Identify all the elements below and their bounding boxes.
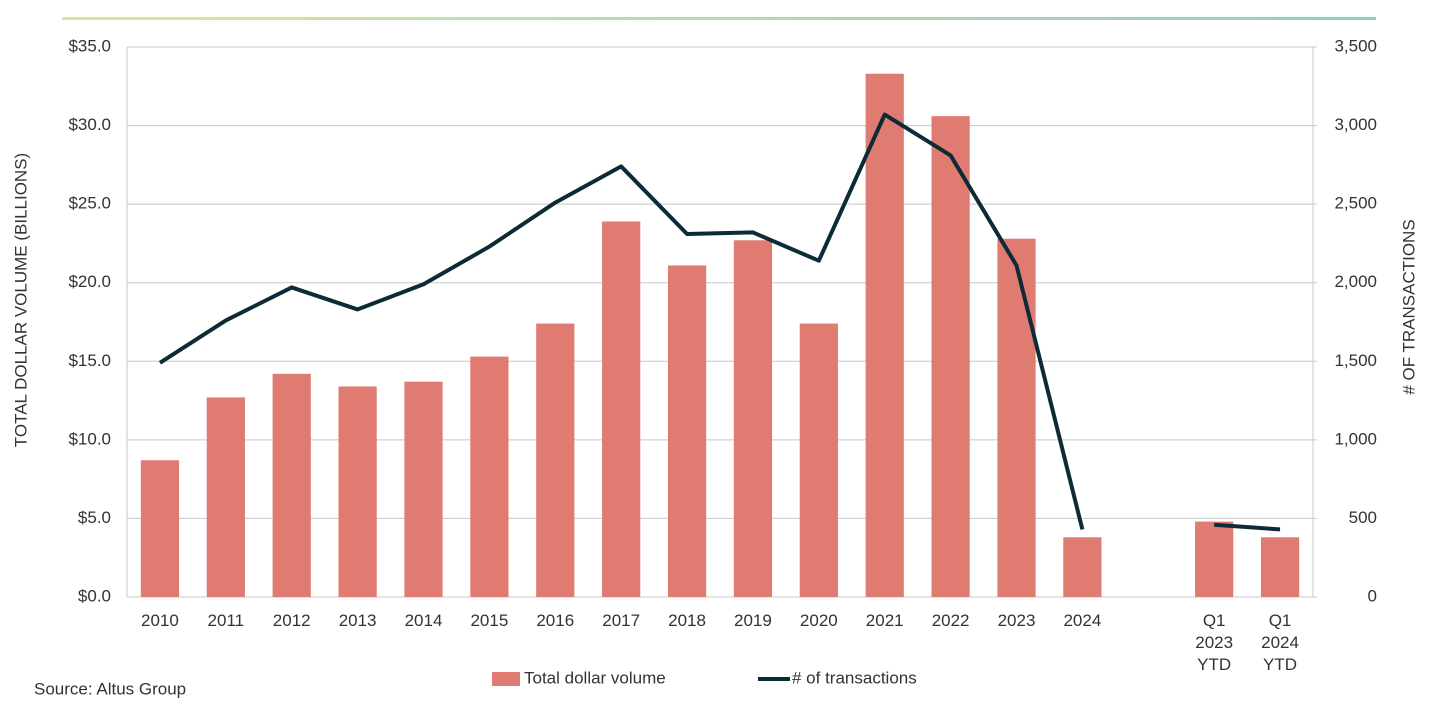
bar	[733, 240, 773, 598]
x-tick-label: 2016	[536, 611, 575, 630]
y-tick-label: $10.0	[68, 429, 111, 448]
y-tick-label: $30.0	[68, 115, 111, 134]
y-axis-title: TOTAL DOLLAR VOLUME (BILLIONS)	[11, 153, 30, 447]
y-tick-label: $15.0	[68, 351, 111, 370]
bar	[931, 116, 970, 598]
legend-label: # of transactions	[792, 668, 917, 687]
bar	[536, 323, 575, 597]
bar	[404, 381, 443, 597]
bar	[1260, 537, 1300, 597]
y2-tick-label: 3,000	[1334, 115, 1377, 134]
y2-axis-title: # OF TRANSACTIONS	[1399, 219, 1418, 394]
bar	[470, 356, 509, 597]
y-tick-label: $35.0	[68, 36, 111, 55]
bar	[140, 460, 180, 597]
bar	[1195, 521, 1234, 597]
x-tick-label: Q1 2023 YTD	[1195, 611, 1234, 674]
y-tick-label: $25.0	[68, 194, 111, 213]
x-tick-label: 2010	[141, 611, 179, 630]
x-tick-label: 2022	[931, 611, 970, 630]
bar	[206, 397, 245, 597]
legend-swatch	[492, 672, 520, 686]
x-tick-label: 2013	[338, 611, 377, 630]
y2-tick-label: 0	[1368, 586, 1377, 605]
x-tick-label: 2024	[1063, 611, 1102, 630]
y-tick-label: $5.0	[78, 508, 111, 527]
y2-tick-label: 2,500	[1334, 194, 1377, 213]
x-tick-label: Q1 2024 YTD	[1261, 611, 1299, 674]
y-tick-label: $0.0	[78, 586, 111, 605]
bar	[997, 238, 1036, 597]
y-tick-label: $20.0	[68, 272, 111, 291]
bar	[1063, 537, 1102, 597]
bar	[602, 221, 641, 597]
x-tick-label: 2021	[865, 611, 904, 630]
y2-tick-label: 1,500	[1334, 351, 1377, 370]
top-rule	[62, 17, 1376, 20]
x-tick-label: 2018	[668, 611, 706, 630]
legend-label: Total dollar volume	[524, 668, 666, 687]
y2-tick-label: 500	[1349, 508, 1377, 527]
bar	[667, 265, 707, 597]
x-tick-label: 2015	[470, 611, 509, 630]
line	[158, 112, 1281, 532]
y2-tick-label: 3,500	[1334, 36, 1377, 55]
x-tick-label: 2011	[207, 611, 245, 630]
x-tick-label: 2023	[997, 611, 1036, 630]
bar	[272, 373, 311, 597]
bar	[799, 323, 838, 597]
bar	[865, 73, 904, 597]
y2-tick-label: 2,000	[1334, 272, 1377, 291]
x-tick-label: 2020	[799, 611, 838, 630]
x-tick-label: 2017	[602, 611, 641, 630]
x-tick-label: 2019	[734, 611, 772, 630]
x-tick-label: 2012	[272, 611, 311, 630]
x-tick-label: 2014	[404, 611, 443, 630]
bar	[338, 386, 377, 597]
source: Source: Altus Group	[34, 679, 186, 698]
y2-tick-label: 1,000	[1334, 429, 1377, 448]
